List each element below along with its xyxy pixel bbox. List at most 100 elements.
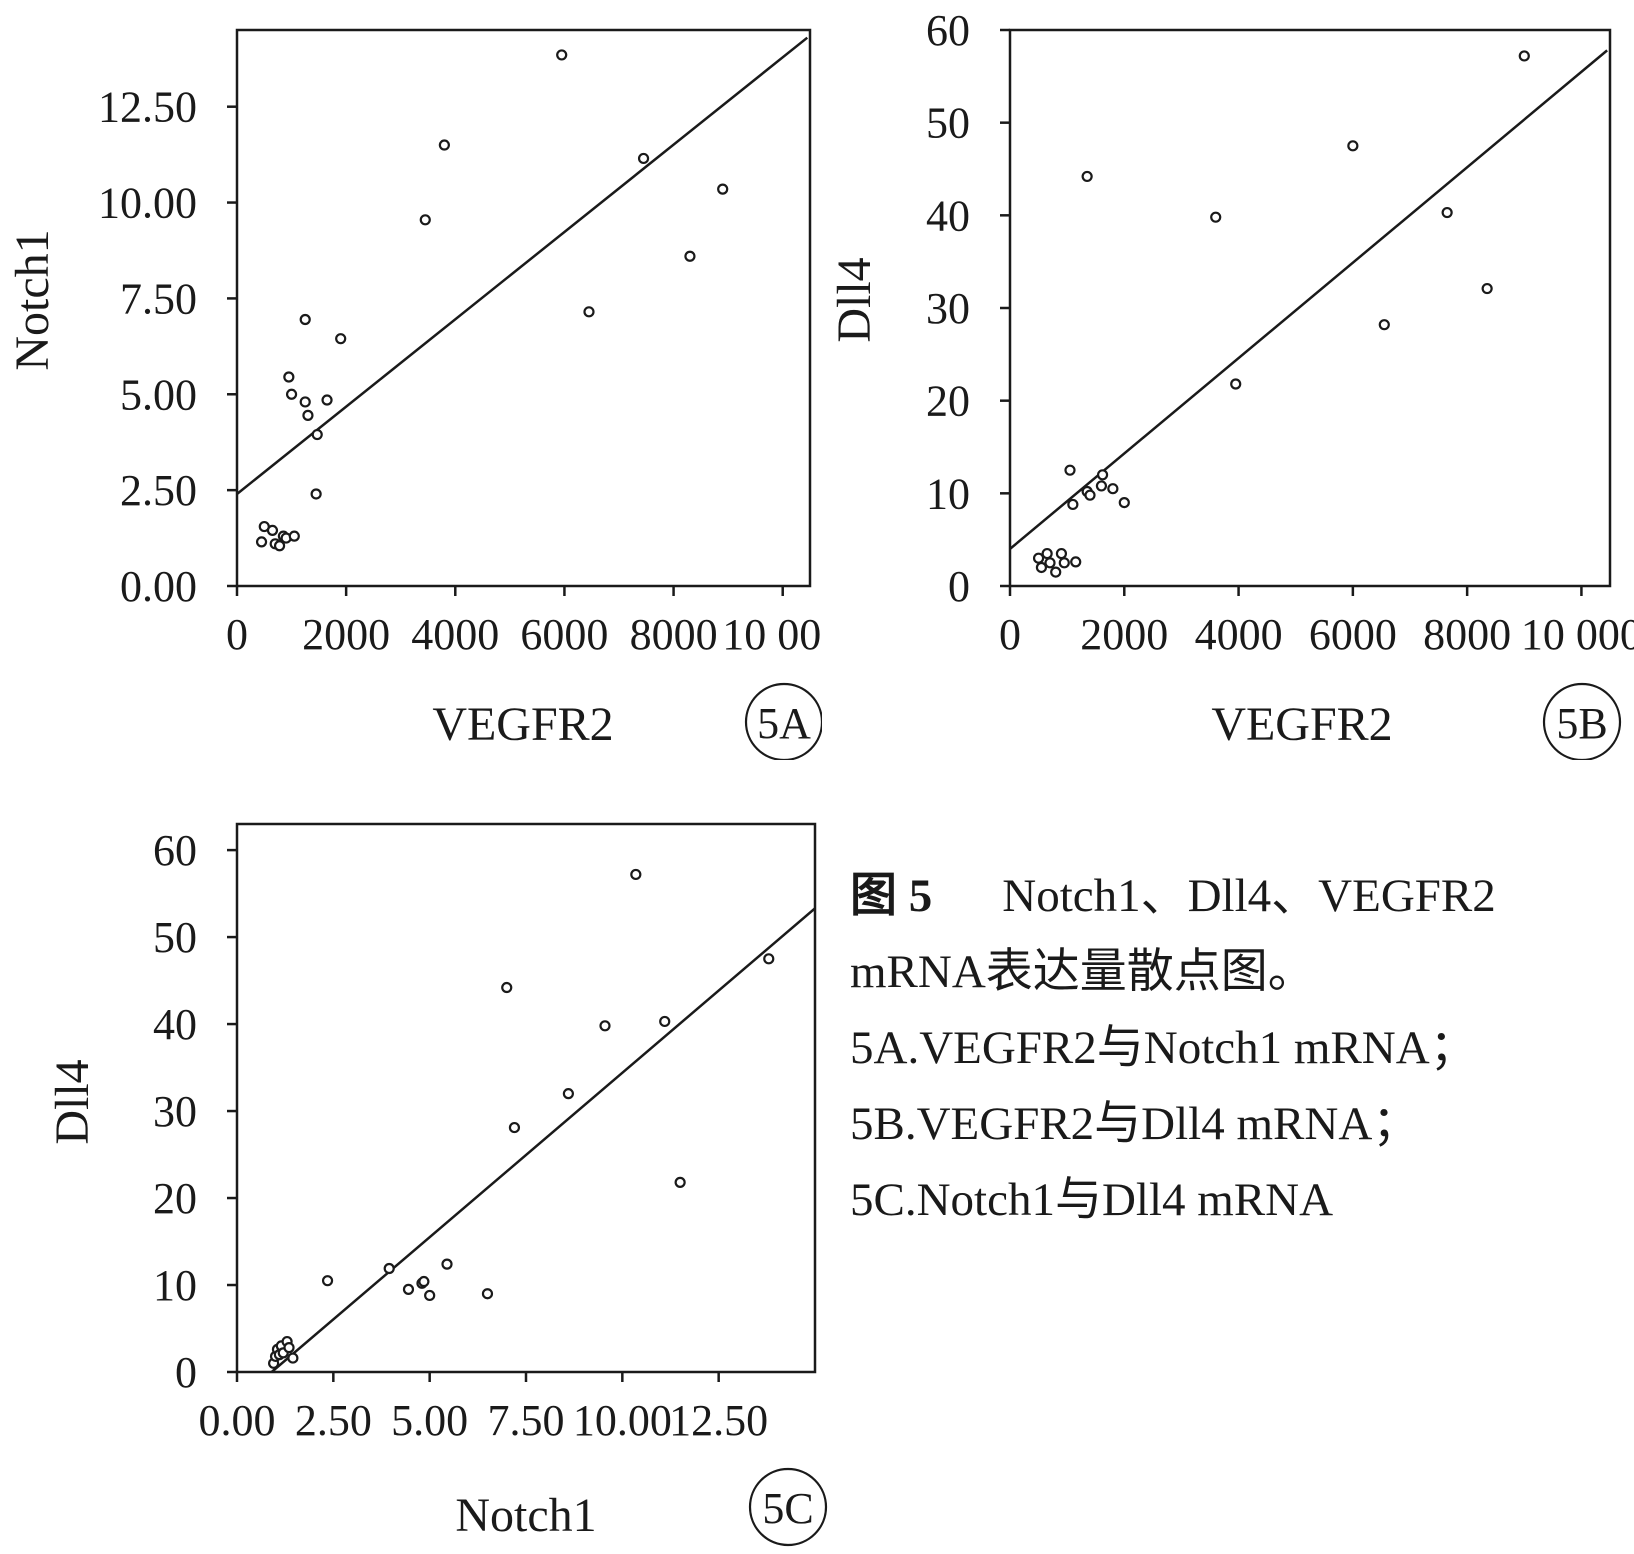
data-point bbox=[1118, 497, 1130, 509]
regression-line bbox=[237, 36, 809, 495]
data-point bbox=[1035, 561, 1048, 574]
x-tick-label: 6000 bbox=[520, 610, 608, 659]
caption-line-1: 图 5 Notch1、Dll4、VEGFR2 bbox=[850, 858, 1610, 934]
data-point bbox=[659, 1015, 671, 1028]
y-tick-label: 20 bbox=[926, 377, 970, 426]
data-point bbox=[556, 49, 568, 61]
x-tick-label: 7.50 bbox=[488, 1396, 565, 1445]
data-point bbox=[441, 1258, 453, 1270]
x-axis-label: VEGFR2 bbox=[1211, 698, 1392, 751]
data-point bbox=[1058, 557, 1070, 569]
x-tick-label: 2000 bbox=[1080, 610, 1168, 659]
data-point bbox=[1096, 469, 1109, 481]
regression-line bbox=[270, 907, 815, 1372]
data-point bbox=[481, 1288, 494, 1300]
data-point bbox=[1041, 547, 1053, 560]
caption-line-3: 5A.VEGFR2与Notch1 mRNA； bbox=[850, 1022, 1477, 1074]
data-point bbox=[1044, 557, 1056, 569]
y-tick-label: 60 bbox=[153, 826, 197, 875]
data-point bbox=[501, 981, 513, 994]
data-point bbox=[763, 953, 775, 965]
data-point bbox=[1095, 480, 1108, 492]
y-axis-label: Dll4 bbox=[828, 257, 881, 342]
data-point bbox=[402, 1283, 415, 1295]
data-point bbox=[1518, 50, 1530, 62]
y-tick-label: 10 bbox=[153, 1261, 197, 1310]
data-point bbox=[321, 1275, 334, 1287]
x-tick-label: 10 000 bbox=[722, 610, 822, 659]
panel-label-badge bbox=[744, 682, 822, 760]
x-tick-label: 8000 bbox=[1423, 610, 1511, 659]
data-point bbox=[299, 396, 311, 408]
x-tick-label: 10.00 bbox=[573, 1396, 672, 1445]
data-point bbox=[383, 1262, 395, 1275]
data-point bbox=[562, 1088, 574, 1100]
data-point bbox=[1441, 206, 1453, 219]
caption-figure-label: 图 5 bbox=[850, 870, 933, 922]
data-point bbox=[302, 409, 314, 421]
y-tick-label: 50 bbox=[926, 99, 970, 148]
data-point bbox=[583, 306, 595, 318]
data-point bbox=[273, 540, 286, 552]
y-tick-label: 10.00 bbox=[98, 179, 197, 228]
data-point bbox=[335, 333, 347, 345]
data-point bbox=[1084, 489, 1096, 501]
scatter-chart-5b: Dll4 VEGFR2 0 2000 4000 6000 8000 10 000 0 10 20… bbox=[828, 6, 1634, 760]
y-axis-label: Notch1 bbox=[6, 229, 59, 370]
data-point bbox=[283, 371, 295, 383]
y-tick-label: 50 bbox=[153, 913, 197, 962]
caption-line-4: 5B.VEGFR2与Dll4 mRNA； bbox=[850, 1098, 1420, 1150]
data-point bbox=[311, 428, 323, 441]
caption-line-2: mRNA表达量散点图。 bbox=[850, 946, 1315, 998]
data-point bbox=[283, 1342, 295, 1354]
data-point bbox=[419, 214, 431, 226]
panel-label: 5C bbox=[762, 1484, 813, 1533]
plot-frame bbox=[1008, 28, 1612, 588]
x-tick-label: 4000 bbox=[1195, 610, 1283, 659]
x-tick-label: 5.00 bbox=[391, 1396, 468, 1445]
y-tick-label: 12.50 bbox=[98, 83, 197, 132]
panel-label: 5B bbox=[1556, 699, 1607, 748]
data-point bbox=[1067, 498, 1079, 511]
data-point bbox=[1055, 547, 1068, 560]
x-tick-label: 6000 bbox=[1309, 610, 1397, 659]
y-tick-label: 20 bbox=[153, 1174, 197, 1223]
panel-label-badge bbox=[748, 1467, 828, 1547]
y-tick-label: 30 bbox=[926, 284, 970, 333]
x-tick-label: 4000 bbox=[411, 610, 499, 659]
data-point bbox=[717, 183, 729, 195]
data-point bbox=[1347, 140, 1359, 152]
data-point bbox=[637, 152, 650, 165]
data-point bbox=[1064, 464, 1076, 476]
data-point bbox=[1070, 556, 1082, 568]
data-point bbox=[599, 1020, 611, 1032]
data-point bbox=[321, 394, 333, 406]
y-tick-label: 5.00 bbox=[120, 370, 197, 419]
data-point bbox=[1230, 378, 1242, 390]
x-tick-label: 12.50 bbox=[669, 1396, 768, 1445]
y-tick-label: 0 bbox=[175, 1348, 197, 1397]
x-tick-label: 8000 bbox=[630, 610, 718, 659]
figure-caption: 图 5 Notch1、Dll4、VEGFR2 mRNA表达量散点图。 5A.VEG… bbox=[850, 858, 1610, 1238]
data-point bbox=[684, 250, 696, 262]
data-point bbox=[266, 524, 279, 537]
y-tick-label: 7.50 bbox=[120, 274, 197, 323]
data-point bbox=[418, 1275, 430, 1288]
caption-title: Notch1、Dll4、VEGFR2 bbox=[1002, 870, 1496, 922]
panel-label: 5A bbox=[757, 699, 811, 748]
data-point bbox=[1210, 211, 1222, 223]
panel-label-badge bbox=[1542, 682, 1622, 760]
plot-frame bbox=[235, 28, 812, 588]
data-point bbox=[1050, 566, 1062, 578]
plot-frame bbox=[235, 822, 817, 1374]
x-tick-label: 2.50 bbox=[295, 1396, 372, 1445]
y-tick-label: 0 bbox=[948, 562, 970, 611]
data-point bbox=[285, 388, 298, 400]
y-tick-label: 0.00 bbox=[120, 562, 197, 611]
data-point bbox=[299, 313, 311, 326]
data-point bbox=[424, 1289, 436, 1302]
y-tick-label: 30 bbox=[153, 1087, 197, 1136]
data-point bbox=[1378, 319, 1390, 331]
